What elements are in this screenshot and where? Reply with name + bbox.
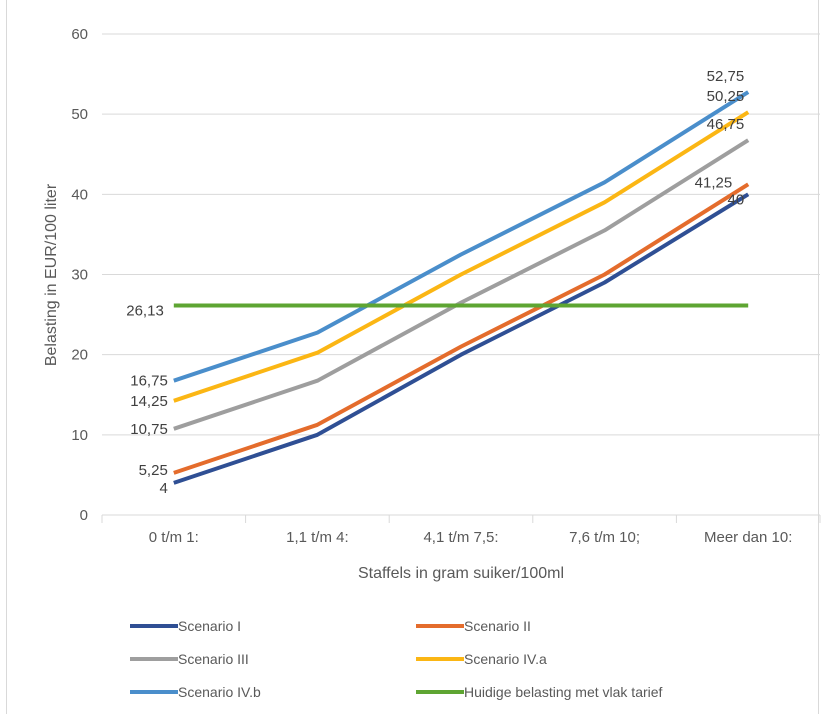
series-line-4 [173, 110, 750, 403]
legend-label: Scenario II [464, 618, 531, 634]
data-label: 14,25 [130, 393, 168, 410]
data-label: 16,75 [130, 373, 168, 390]
series-line-1 [173, 192, 750, 485]
legend-label: Scenario I [178, 618, 241, 634]
data-label: 52,75 [707, 68, 745, 85]
data-label: 26,13 [126, 303, 164, 320]
legend-item: Scenario II [416, 618, 531, 634]
legend-label: Huidige belasting met vlak tarief [464, 684, 663, 700]
legend: Scenario I Scenario II Scenario III Scenari… [130, 618, 663, 700]
y-tick-label: 0 [80, 507, 88, 524]
legend-item: Scenario III [130, 651, 249, 667]
data-labels: 4 40 5,25 41,25 10,75 46,75 14,25 50,25 16,75 52,… [126, 68, 744, 497]
data-label: 41,25 [695, 174, 733, 191]
x-tick-label: 0 t/m 1: [149, 529, 199, 546]
legend-item: Scenario I [130, 618, 241, 634]
y-tick-label: 10 [71, 427, 88, 444]
legend-item: Huidige belasting met vlak tarief [416, 684, 663, 700]
y-tick-label: 50 [71, 106, 88, 123]
legend-label: Scenario IV.b [178, 684, 261, 700]
legend-item: Scenario IV.a [416, 651, 547, 667]
series-line-5 [173, 90, 750, 383]
x-tick-label: 4,1 t/m 7,5: [423, 529, 498, 546]
series-line-3 [173, 138, 750, 431]
data-label: 10,75 [130, 421, 168, 438]
data-label: 46,75 [707, 116, 745, 133]
x-tick-label: 7,6 t/m 10; [569, 529, 640, 546]
chart-frame [6, 0, 819, 714]
series-line-2 [173, 182, 750, 475]
data-label: 50,25 [707, 88, 745, 105]
y-tick-label: 60 [71, 26, 88, 43]
series-lines [173, 90, 750, 485]
data-label: 4 [159, 480, 167, 497]
legend-item: Scenario IV.b [130, 684, 261, 700]
x-tick-label: 1,1 t/m 4: [286, 529, 349, 546]
axes: 0 10 20 30 40 50 60 0 t/m 1: 1,1 t/m 4: 4,1 t/m 7… [71, 26, 821, 546]
legend-label: Scenario IV.a [464, 651, 547, 667]
legend-label: Scenario III [178, 651, 249, 667]
data-label: 5,25 [139, 462, 168, 479]
y-tick-label: 30 [71, 267, 88, 284]
x-tick-label: Meer dan 10: [704, 529, 792, 546]
x-axis-title: Staffels in gram suiker/100ml [358, 565, 564, 582]
data-label: 40 [728, 191, 745, 208]
y-tick-label: 20 [71, 347, 88, 364]
y-axis-title: Belasting in EUR/100 liter [43, 183, 60, 366]
y-tick-label: 40 [71, 186, 88, 203]
